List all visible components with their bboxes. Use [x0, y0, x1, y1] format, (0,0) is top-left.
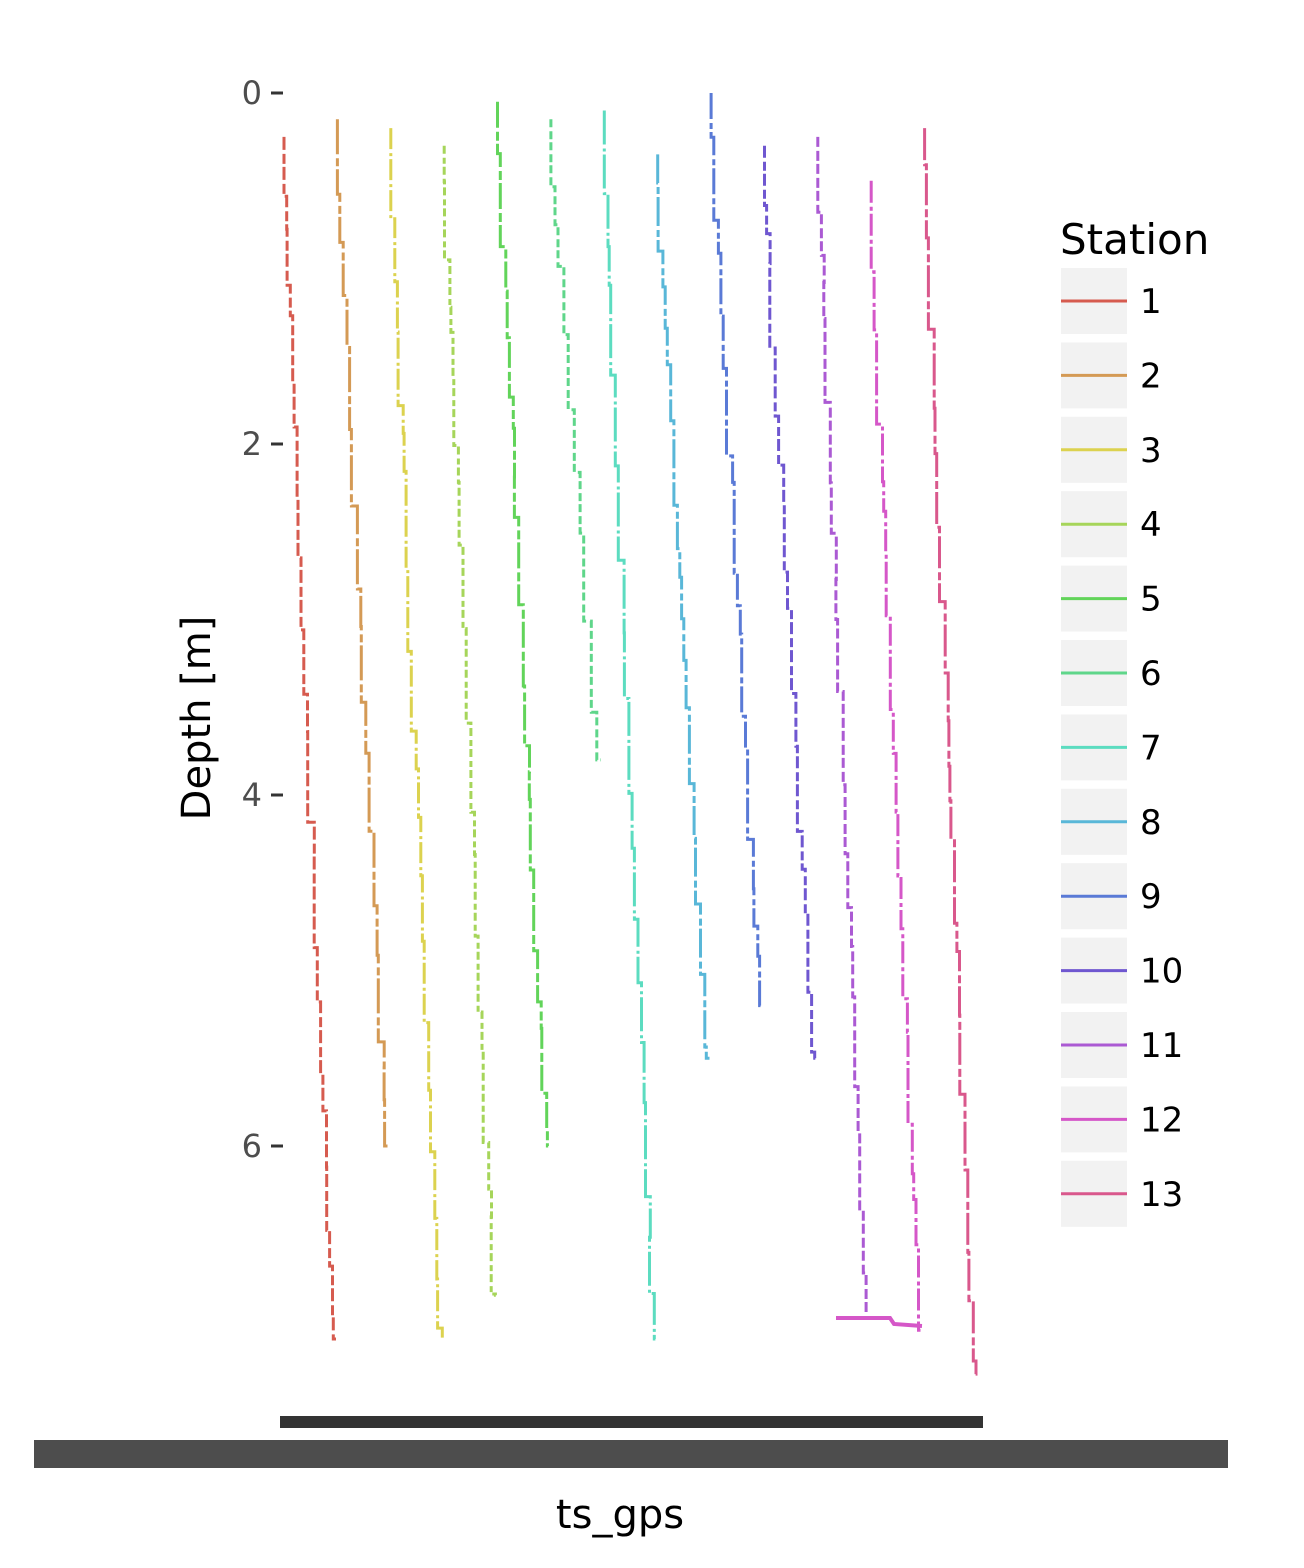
series-line-1 [282, 136, 336, 1341]
x-axis [34, 1416, 1228, 1468]
series-line-12 [869, 180, 921, 1332]
x-tick-marks [280, 1416, 983, 1428]
series-line-13 [923, 128, 978, 1376]
series-line-12-bottom-run [836, 1316, 923, 1328]
legend-label: 10 [1140, 952, 1183, 992]
series-line-8 [656, 154, 710, 1060]
legend-label: 13 [1140, 1175, 1183, 1215]
legend-label: 11 [1140, 1026, 1183, 1066]
x-tick-labels-overlapping [34, 1440, 1228, 1468]
legend-label: 7 [1140, 728, 1162, 768]
legend-title: Station [1060, 215, 1209, 264]
legend-label: 4 [1140, 505, 1162, 545]
x-axis-title: ts_gps [556, 1492, 684, 1538]
series-line-5 [496, 101, 549, 1148]
legend-label: 6 [1140, 654, 1162, 694]
y-axis: 0 2 4 6 [242, 74, 283, 1165]
legend-label: 5 [1140, 580, 1162, 620]
y-axis-title: Depth [m] [174, 616, 220, 821]
legend-label: 3 [1140, 431, 1162, 471]
legend-label: 1 [1140, 282, 1162, 322]
y-tick-label: 0 [242, 74, 262, 112]
series-line-9 [709, 93, 762, 1008]
legend-label: 12 [1140, 1100, 1183, 1140]
legend-label: 8 [1140, 803, 1162, 843]
series-line-10 [763, 145, 817, 1060]
legend-label: 2 [1140, 356, 1162, 396]
series-line-2 [335, 119, 388, 1148]
series-line-7 [602, 110, 656, 1341]
series-line-6 [549, 119, 601, 762]
series-line-3 [389, 128, 444, 1341]
y-tick-label: 6 [242, 1127, 262, 1165]
series-line-11 [816, 136, 869, 1315]
series-line-4 [442, 145, 497, 1297]
legend-label: 9 [1140, 877, 1162, 917]
y-tick-label: 4 [242, 776, 262, 814]
plot-lines [282, 93, 978, 1376]
y-tick-label: 2 [242, 425, 262, 463]
